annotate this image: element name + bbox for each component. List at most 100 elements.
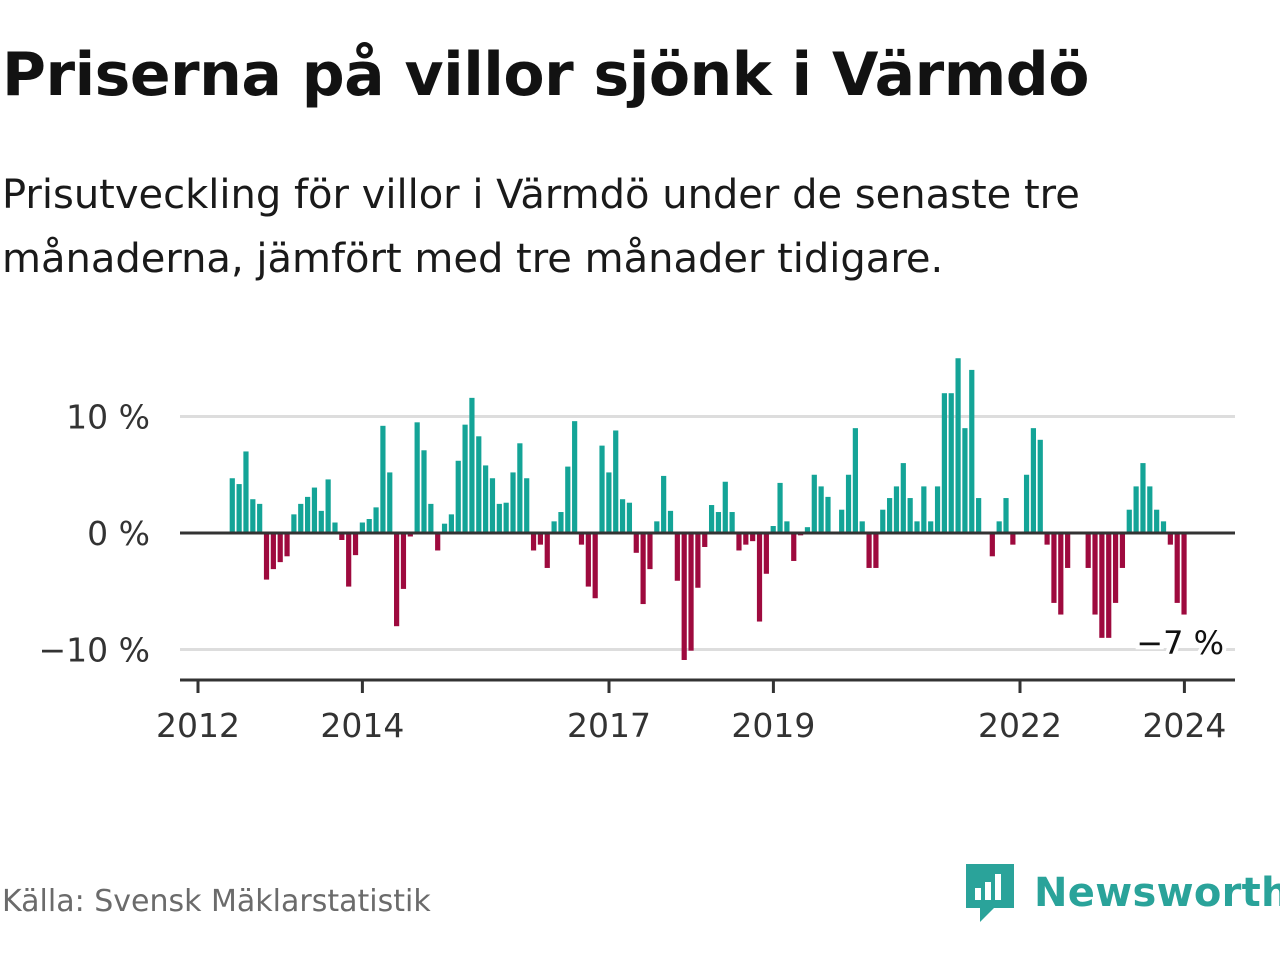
bar [257,503,263,533]
bar [298,503,304,533]
bar [400,533,407,589]
bar [551,521,557,533]
bar [284,533,290,557]
bar [633,533,639,553]
bar [873,533,879,568]
bar [318,510,324,533]
bar [1126,509,1132,533]
bar [654,521,660,533]
bar [524,478,530,533]
brand-logo: Newsworthy [964,862,1280,924]
bar [825,496,831,533]
bar [530,533,537,551]
bar [839,509,845,533]
bar [229,478,235,533]
bar [380,425,386,533]
bar [304,496,311,533]
bar [455,460,461,533]
bar [619,499,626,533]
bar [880,509,886,533]
bar [715,512,722,533]
y-tick-label: 0 % [87,514,150,553]
bar [1181,533,1187,615]
bar [476,436,482,533]
bar [640,533,646,605]
bar [606,472,612,533]
bar [1167,533,1173,545]
bar [852,428,858,533]
bar [976,498,982,533]
bar [791,533,797,561]
bar [1106,533,1112,638]
bar [1058,533,1064,615]
bar [962,428,968,533]
bar [243,451,249,533]
newsworthy-logo-icon [966,864,1014,922]
bar [346,533,352,587]
bar [1133,486,1139,533]
bar [1065,533,1071,568]
bar [743,533,749,545]
bar [969,369,975,533]
bar [900,463,906,533]
bar [291,514,297,533]
last-value-label: −7 % [1136,624,1224,662]
bar [537,533,544,545]
x-tick-label: 2022 [978,706,1062,745]
bar [448,514,454,533]
y-axis-labels: 10 % 0 % −10 % [39,398,151,670]
brand-name: Newsworthy [1034,870,1280,916]
bar [250,499,256,533]
bar [599,445,605,533]
bar [674,533,680,581]
bar [1037,439,1043,533]
bar [859,521,865,533]
bar [496,503,502,533]
bar [996,521,1002,533]
bar [818,486,824,533]
bar [777,482,783,533]
source-note: Källa: Svensk Mäklarstatistik [2,884,431,919]
bar [414,422,420,533]
bar [236,484,242,533]
bar [784,521,790,533]
bar [1112,533,1119,603]
bar [1085,533,1091,568]
x-axis-ticks: 2012 2014 2017 2019 2022 2024 [156,680,1226,745]
bar [989,533,995,557]
bar [695,533,701,588]
bar [483,465,489,533]
bar-chart: 10 % 0 % −10 % 2012 2014 2017 2019 2022 2024 −7… [39,358,1235,745]
bar [270,533,276,570]
bar [359,522,365,533]
bar [934,486,941,533]
bar [1051,533,1057,603]
bar [585,533,591,587]
bar [613,430,619,533]
bar [1119,533,1126,568]
bar [661,475,667,533]
bar [1160,521,1167,533]
bar [277,533,283,563]
bar [311,487,318,533]
x-tick-label: 2017 [567,706,651,745]
bar [928,521,934,533]
bar [708,505,715,533]
bar [435,533,441,551]
bar [1174,533,1180,603]
bar [544,533,550,568]
bar [1092,533,1098,615]
bar [702,533,708,547]
bar [893,486,900,533]
bar [366,519,372,533]
bar [756,533,763,622]
bar [845,474,852,533]
bar [517,443,523,533]
chart-title: Priserna på villor sjönk i Värmdö [2,40,1089,110]
x-tick-label: 2014 [320,706,404,745]
bar [373,507,379,533]
bar [681,533,687,660]
bar [469,397,475,533]
bar [770,526,776,533]
x-tick-label: 2024 [1142,706,1226,745]
